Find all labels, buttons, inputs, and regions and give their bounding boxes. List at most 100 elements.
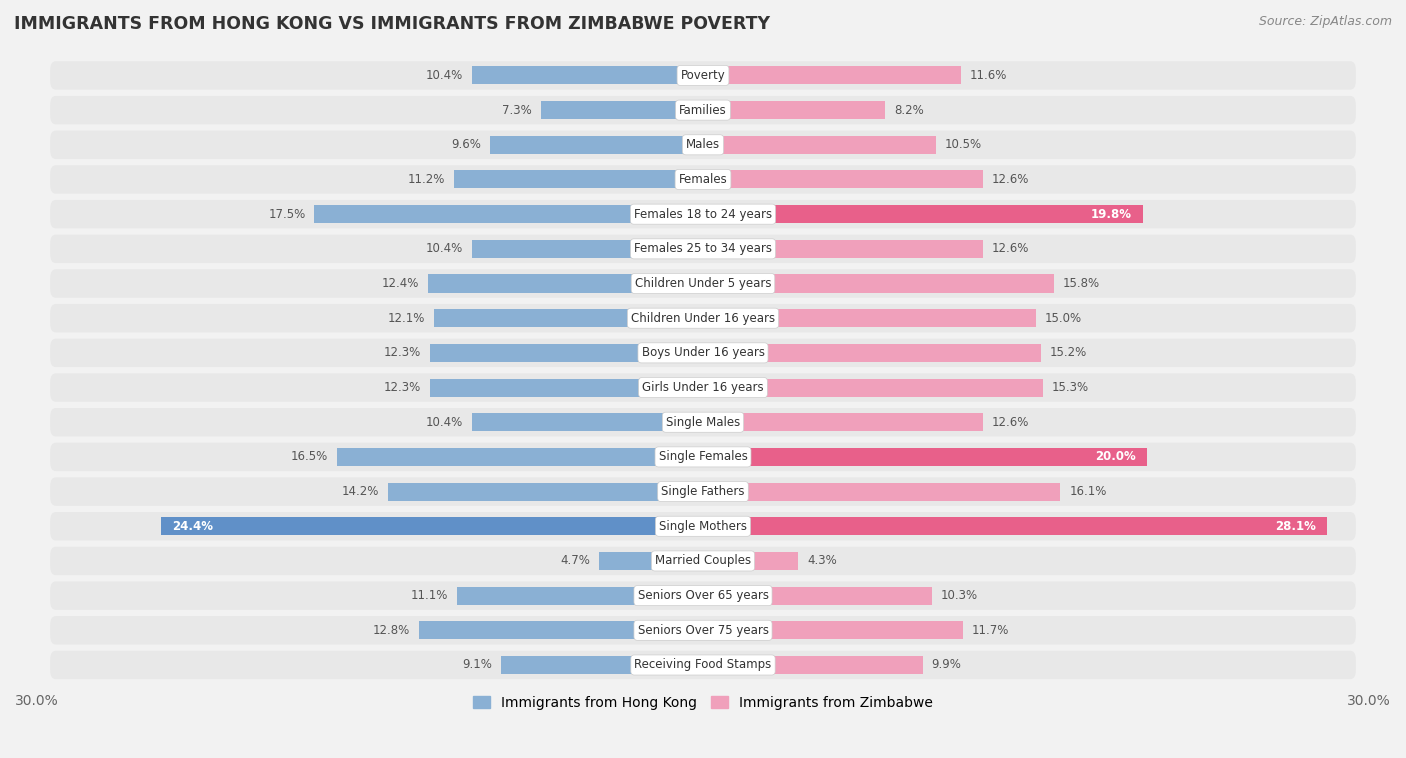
Text: 4.3%: 4.3% [807,554,837,568]
Text: 10.4%: 10.4% [426,69,463,82]
FancyBboxPatch shape [51,443,1355,471]
FancyBboxPatch shape [51,96,1355,124]
Text: Families: Families [679,104,727,117]
Text: 7.3%: 7.3% [502,104,531,117]
Bar [489,136,703,154]
Bar [434,309,703,327]
Text: Males: Males [686,138,720,152]
Text: Source: ZipAtlas.com: Source: ZipAtlas.com [1258,15,1392,28]
Text: 9.6%: 9.6% [451,138,481,152]
Bar [703,378,1043,396]
Text: 12.4%: 12.4% [381,277,419,290]
Text: 9.9%: 9.9% [932,659,962,672]
Text: Poverty: Poverty [681,69,725,82]
FancyBboxPatch shape [51,616,1355,644]
Text: 15.0%: 15.0% [1045,312,1083,324]
Bar [427,274,703,293]
Bar [703,309,1036,327]
Text: Receiving Food Stamps: Receiving Food Stamps [634,659,772,672]
FancyBboxPatch shape [51,61,1355,89]
FancyBboxPatch shape [51,165,1355,194]
Text: 12.6%: 12.6% [991,173,1029,186]
Text: 10.3%: 10.3% [941,589,977,602]
Bar [703,448,1147,466]
Bar [703,67,960,84]
Bar [454,171,703,189]
Text: IMMIGRANTS FROM HONG KONG VS IMMIGRANTS FROM ZIMBABWE POVERTY: IMMIGRANTS FROM HONG KONG VS IMMIGRANTS … [14,15,770,33]
FancyBboxPatch shape [51,651,1355,679]
Text: Boys Under 16 years: Boys Under 16 years [641,346,765,359]
FancyBboxPatch shape [51,304,1355,333]
Text: 20.0%: 20.0% [1095,450,1136,463]
Text: 10.4%: 10.4% [426,243,463,255]
FancyBboxPatch shape [51,478,1355,506]
Bar [703,101,884,119]
Bar [703,240,983,258]
Bar [501,656,703,674]
Text: 11.2%: 11.2% [408,173,446,186]
FancyBboxPatch shape [51,339,1355,367]
Bar [703,171,983,189]
Bar [599,552,703,570]
FancyBboxPatch shape [51,130,1355,159]
Text: Single Males: Single Males [666,415,740,429]
Text: 10.4%: 10.4% [426,415,463,429]
Text: 15.3%: 15.3% [1052,381,1088,394]
Bar [703,205,1143,223]
Text: Single Females: Single Females [658,450,748,463]
Bar [703,552,799,570]
Text: 8.2%: 8.2% [894,104,924,117]
FancyBboxPatch shape [51,269,1355,298]
Text: 14.2%: 14.2% [342,485,378,498]
Bar [703,274,1054,293]
Text: Single Mothers: Single Mothers [659,520,747,533]
Bar [457,587,703,605]
FancyBboxPatch shape [51,547,1355,575]
FancyBboxPatch shape [51,374,1355,402]
Text: 12.3%: 12.3% [384,346,420,359]
Text: Married Couples: Married Couples [655,554,751,568]
Text: 15.2%: 15.2% [1049,346,1087,359]
Text: 11.7%: 11.7% [972,624,1010,637]
Bar [541,101,703,119]
Text: 16.1%: 16.1% [1070,485,1107,498]
Bar [703,656,922,674]
Bar [315,205,703,223]
FancyBboxPatch shape [51,408,1355,437]
Text: 12.1%: 12.1% [388,312,426,324]
Text: 11.1%: 11.1% [411,589,447,602]
FancyBboxPatch shape [51,235,1355,263]
FancyBboxPatch shape [51,512,1355,540]
Bar [162,517,703,535]
FancyBboxPatch shape [51,581,1355,610]
Bar [388,483,703,500]
Text: Females 18 to 24 years: Females 18 to 24 years [634,208,772,221]
Text: Seniors Over 75 years: Seniors Over 75 years [637,624,769,637]
Text: Girls Under 16 years: Girls Under 16 years [643,381,763,394]
Bar [703,136,936,154]
Bar [419,622,703,639]
Text: 28.1%: 28.1% [1275,520,1316,533]
Text: Children Under 5 years: Children Under 5 years [634,277,772,290]
Text: 11.6%: 11.6% [970,69,1007,82]
FancyBboxPatch shape [51,200,1355,228]
Text: Single Fathers: Single Fathers [661,485,745,498]
Bar [472,413,703,431]
Text: Females 25 to 34 years: Females 25 to 34 years [634,243,772,255]
Text: 12.8%: 12.8% [373,624,411,637]
Bar [703,517,1327,535]
Text: 4.7%: 4.7% [560,554,589,568]
Text: 19.8%: 19.8% [1091,208,1132,221]
Bar [472,67,703,84]
Legend: Immigrants from Hong Kong, Immigrants from Zimbabwe: Immigrants from Hong Kong, Immigrants fr… [468,691,938,716]
Text: Children Under 16 years: Children Under 16 years [631,312,775,324]
Bar [703,344,1040,362]
Text: 17.5%: 17.5% [269,208,305,221]
Text: Females: Females [679,173,727,186]
Bar [703,622,963,639]
Bar [430,378,703,396]
Bar [703,413,983,431]
Text: 24.4%: 24.4% [173,520,214,533]
Text: 12.6%: 12.6% [991,243,1029,255]
Bar [336,448,703,466]
